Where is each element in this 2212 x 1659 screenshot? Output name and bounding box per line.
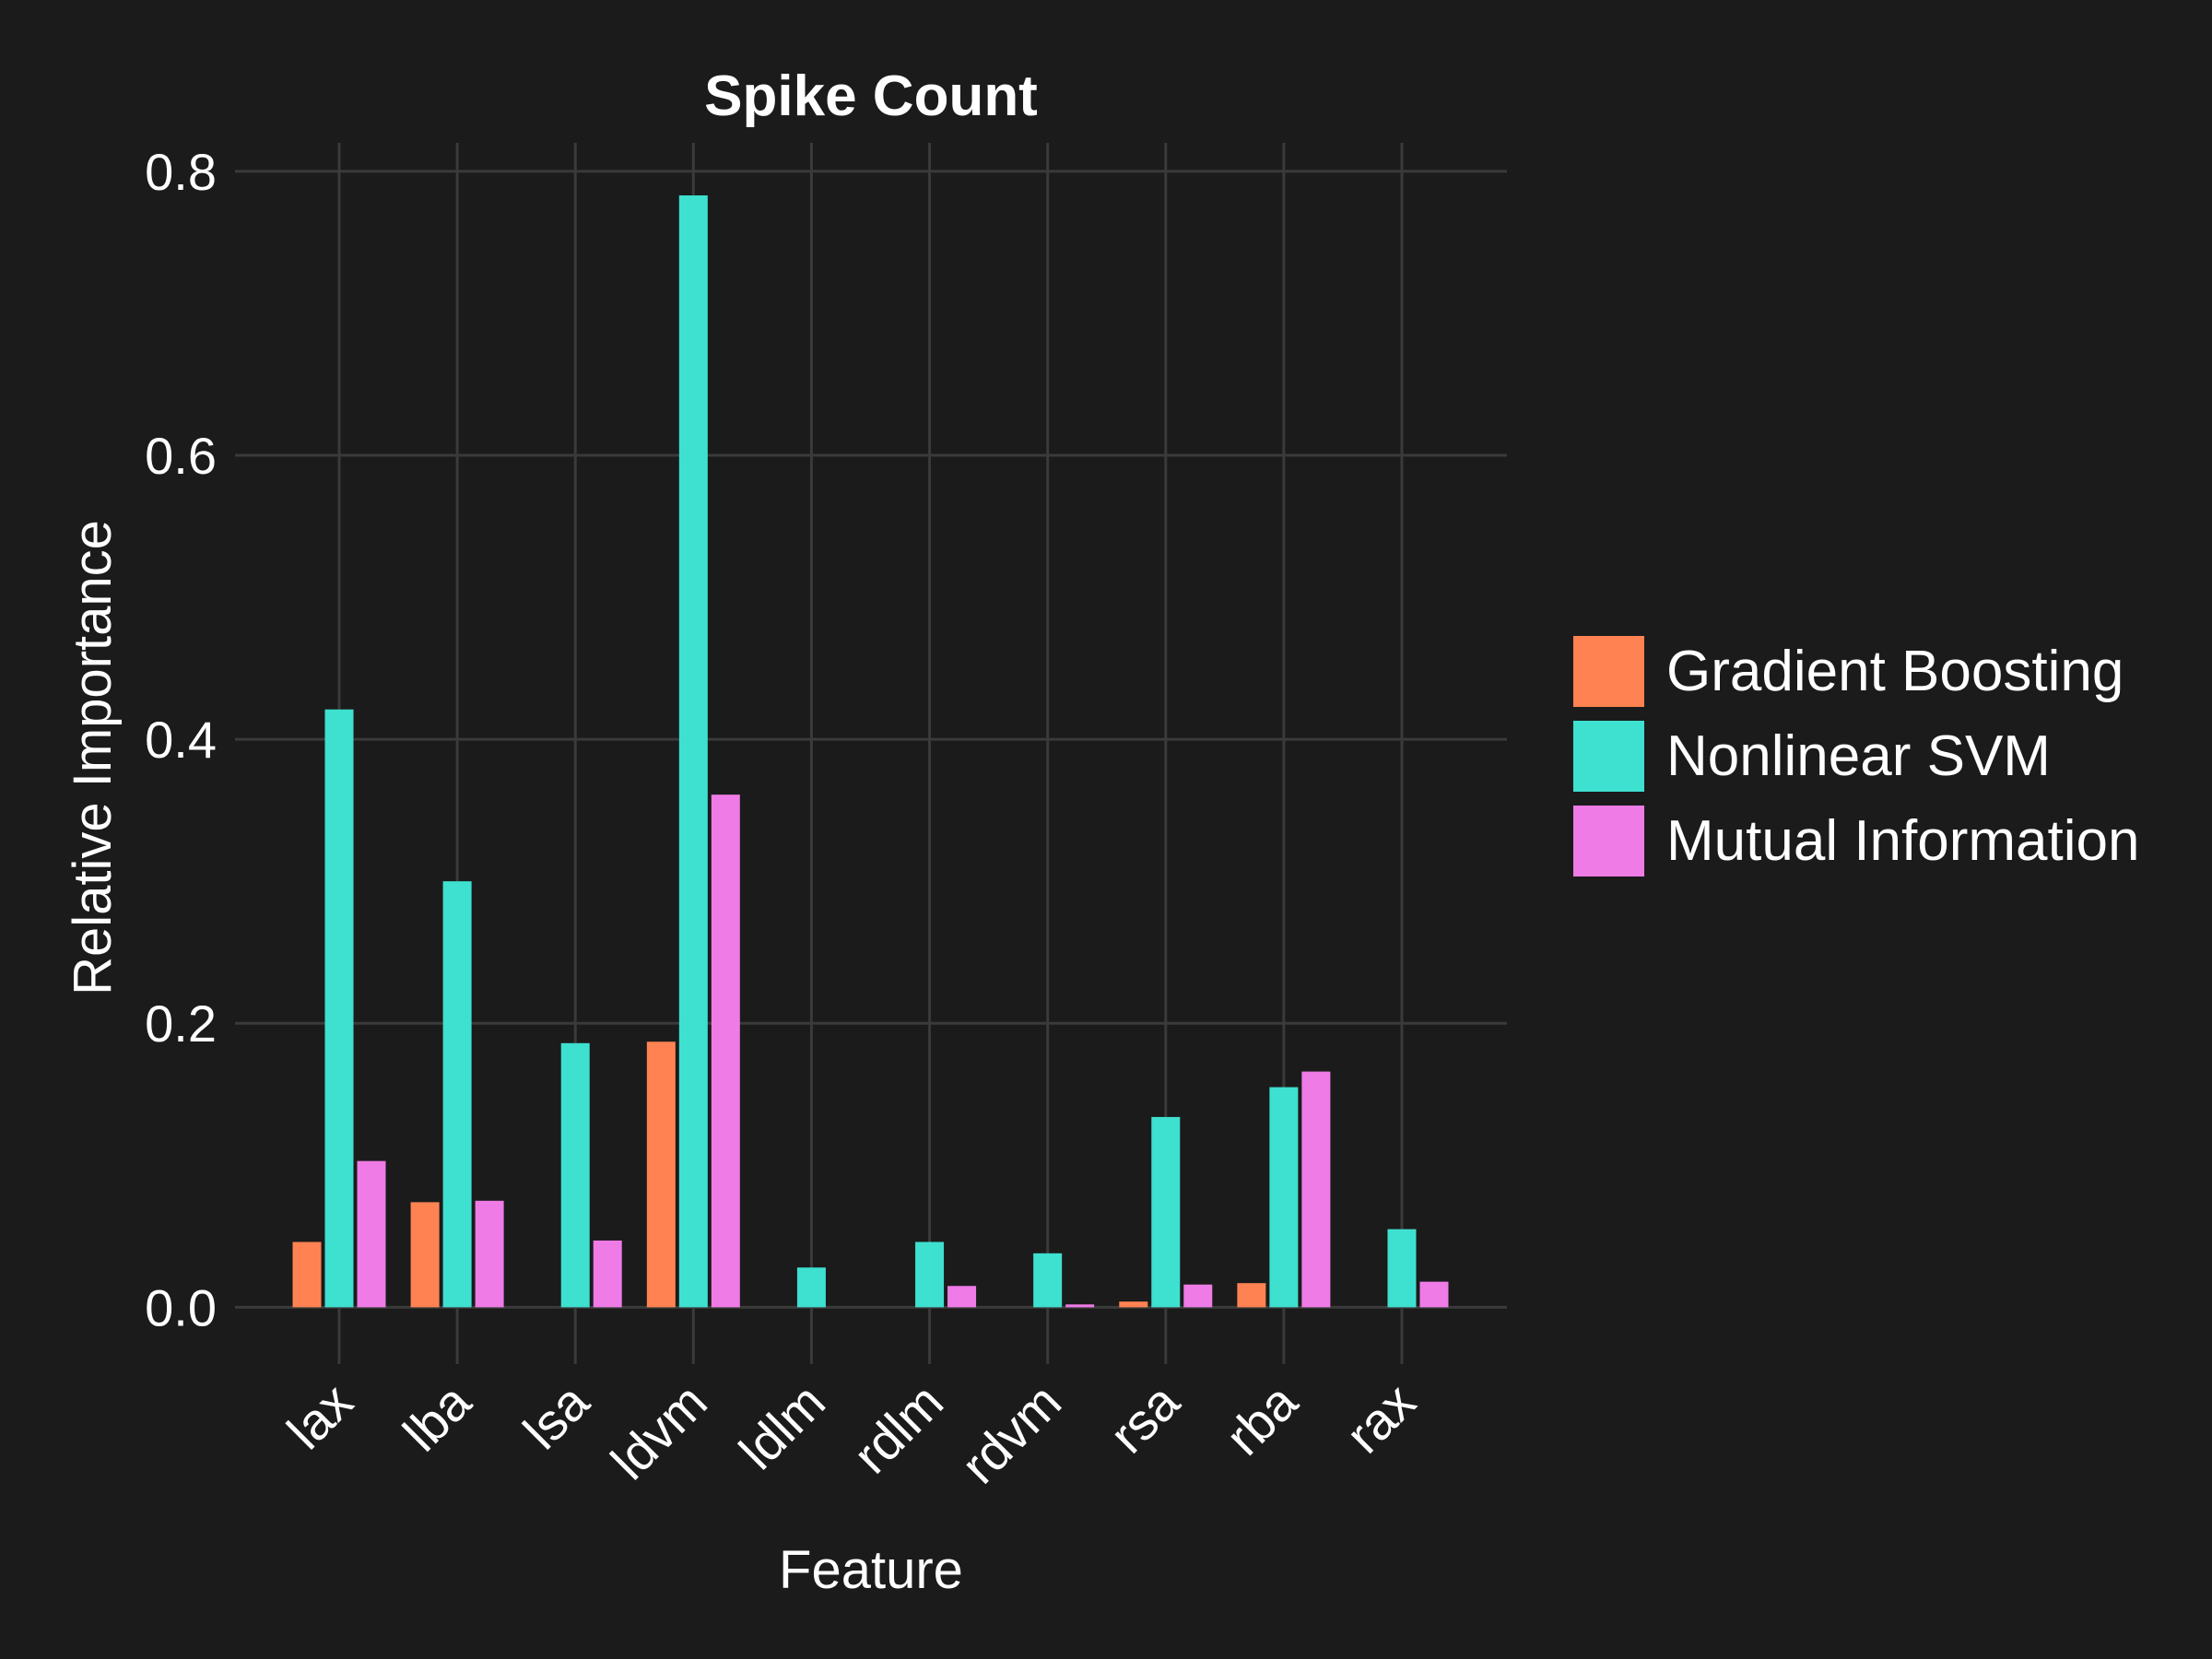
chart-title: Spike Count: [704, 65, 1038, 128]
x-tick-label: ldlm: [728, 1372, 836, 1480]
bar-mutual-information-rdlm: [947, 1286, 977, 1308]
y-tick-label: 0.0: [145, 1278, 217, 1336]
bar-gradient-boosting-rba: [1237, 1283, 1266, 1308]
x-tick-label: rsa: [1099, 1371, 1191, 1464]
bar-nonlinear-svm-rax: [1387, 1229, 1417, 1308]
bar-mutual-information-rsa: [1183, 1284, 1213, 1308]
y-tick-label: 0.4: [145, 711, 217, 769]
bar-nonlinear-svm-rsa: [1151, 1116, 1181, 1308]
y-tick-label: 0.8: [145, 143, 217, 201]
legend-swatch: [1573, 636, 1644, 707]
bar-mutual-information-lsa: [593, 1240, 622, 1308]
bar-mutual-information-ldvm: [711, 794, 740, 1308]
x-tick-label: rdvm: [950, 1372, 1073, 1495]
bar-nonlinear-svm-rdvm: [1033, 1253, 1063, 1308]
bar-mutual-information-rba: [1301, 1071, 1331, 1308]
x-tick-label: rba: [1215, 1371, 1309, 1465]
bar-mutual-information-rax: [1419, 1281, 1449, 1308]
bar-mutual-information-rdvm: [1065, 1304, 1095, 1308]
x-tick-label: lax: [276, 1372, 363, 1460]
x-axis-label: Feature: [779, 1540, 963, 1600]
legend: Gradient Boosting Nonlinear SVM Mutual Inf…: [1573, 636, 2139, 877]
y-tick-label: 0.6: [145, 427, 217, 485]
legend-swatch: [1573, 721, 1644, 792]
x-tick-label: ldvm: [600, 1372, 718, 1490]
x-tick-label: lba: [392, 1371, 482, 1462]
bar-gradient-boosting-lax: [292, 1241, 322, 1308]
x-tick-label: rdlm: [841, 1372, 954, 1485]
bar-nonlinear-svm-lsa: [560, 1042, 590, 1308]
legend-label: Mutual Information: [1666, 809, 2139, 873]
bars: [292, 195, 1449, 1308]
bar-gradient-boosting-rsa: [1119, 1301, 1148, 1308]
bar-nonlinear-svm-rba: [1269, 1087, 1299, 1308]
bar-nonlinear-svm-ldlm: [796, 1267, 826, 1308]
y-axis-label: Relative Importance: [63, 520, 123, 995]
y-tick-labels: 0.0 0.2 0.4 0.6 0.8: [145, 143, 217, 1337]
bar-mutual-information-lba: [475, 1200, 504, 1308]
bar-gradient-boosting-lba: [410, 1202, 440, 1308]
bar-gradient-boosting-ldvm: [646, 1041, 676, 1308]
x-tick-label: rax: [1335, 1372, 1427, 1465]
bar-nonlinear-svm-ldvm: [678, 195, 708, 1308]
x-tick-label: lsa: [512, 1371, 601, 1460]
bar-mutual-information-lax: [357, 1160, 386, 1308]
legend-label: Nonlinear SVM: [1666, 724, 2051, 788]
legend-swatch: [1573, 806, 1644, 877]
bar-nonlinear-svm-lax: [324, 709, 354, 1308]
bar-nonlinear-svm-lba: [442, 881, 472, 1308]
legend-label: Gradient Boosting: [1666, 640, 2124, 703]
bar-nonlinear-svm-rdlm: [915, 1241, 945, 1308]
y-tick-label: 0.2: [145, 994, 217, 1053]
